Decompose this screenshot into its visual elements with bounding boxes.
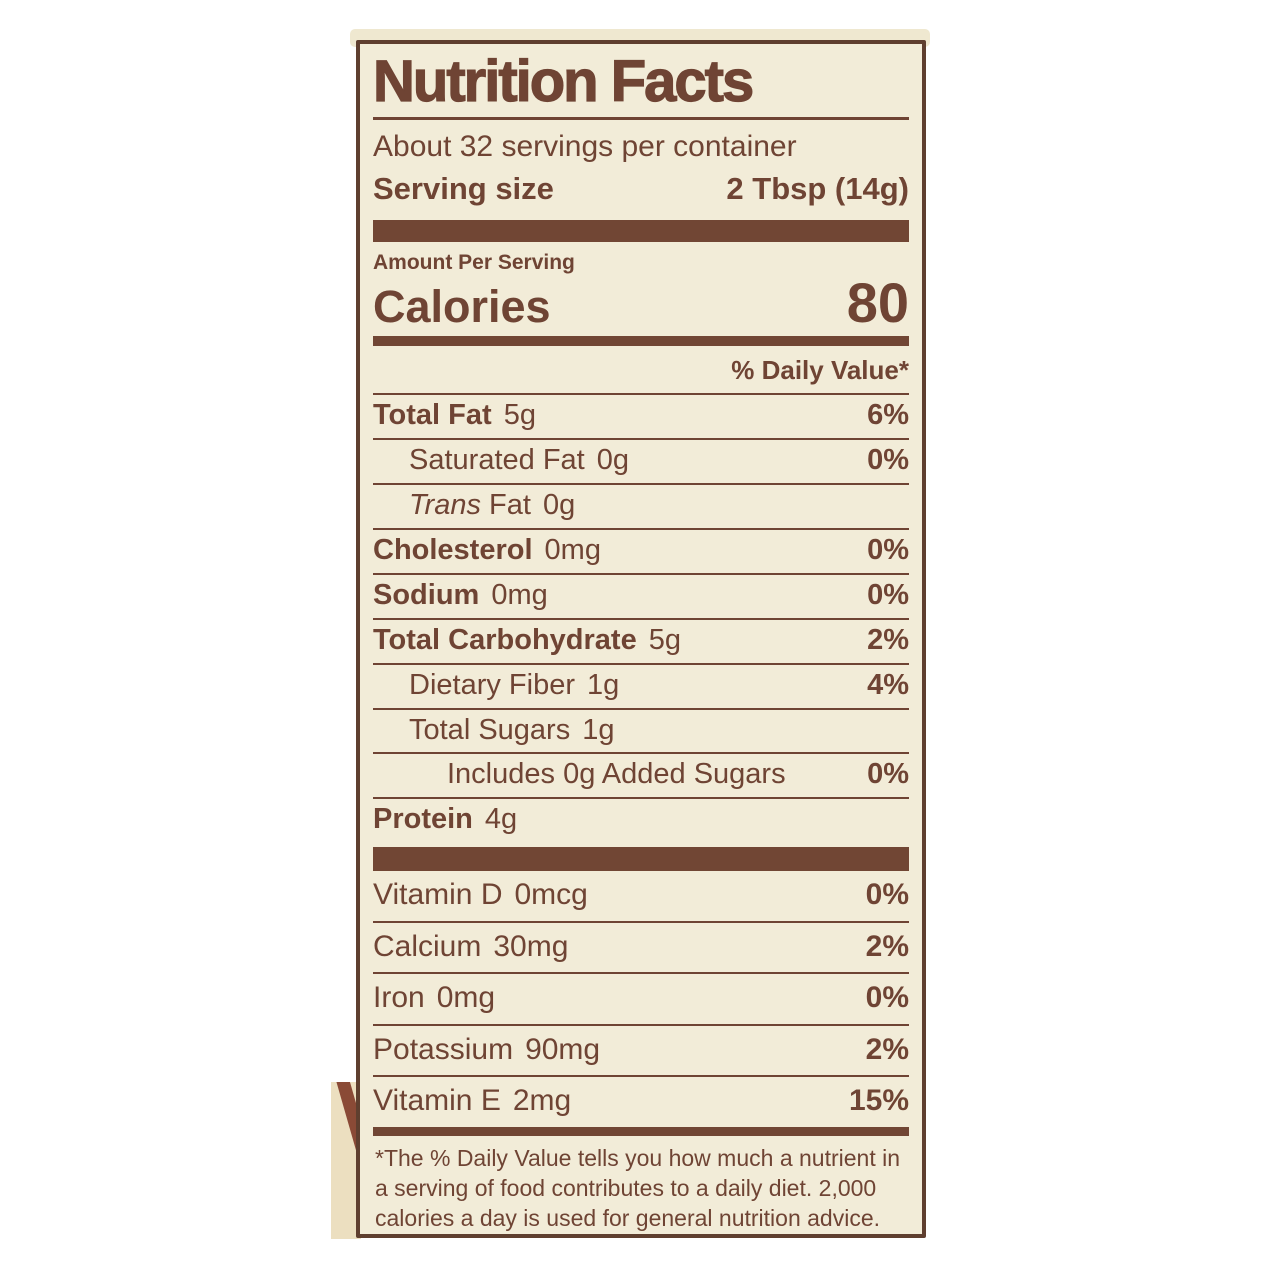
nutrient-amount: 0mg (491, 578, 548, 611)
calories-row: Calories 80 (373, 275, 909, 331)
nutrient-name-italic: Trans (409, 489, 481, 522)
nutrient-amount: 4g (484, 803, 518, 836)
nutrient-amount: 1g (582, 713, 615, 746)
nutrient-row-total-carbohydrate: Total Carbohydrate 5g 2% (373, 617, 909, 663)
nutrient-daily-value: 4% (867, 668, 909, 701)
vitamin-name: Calcium (373, 929, 482, 963)
nutrient-name: Total Fat (373, 399, 492, 432)
nutrient-daily-value: 0% (867, 758, 909, 791)
nutrition-facts-title: Nutrition Facts (372, 49, 754, 114)
nutrient-row-added-sugars: Includes 0g Added Sugars 0% (373, 752, 909, 797)
nutrient-amount: 1g (587, 668, 620, 701)
vitamin-daily-value: 0% (865, 878, 909, 912)
calories-value: 80 (846, 271, 909, 335)
nutrient-name: Saturated Fat (409, 444, 585, 477)
nutrient-name: Fat (480, 489, 531, 522)
title-divider (373, 116, 909, 120)
daily-value-footnote: *The % Daily Value tells you how much a … (375, 1144, 901, 1232)
vitamin-name: Iron (373, 981, 425, 1015)
section-bar-thick-top (373, 220, 909, 243)
nutrient-row-protein: Protein 4g (373, 797, 909, 842)
nutrient-daily-value: 0% (867, 533, 909, 566)
serving-size-label: Serving size (373, 171, 554, 207)
vitamin-name: Potassium (373, 1032, 514, 1066)
nutrient-row-sodium: Sodium 0mg 0% (373, 572, 909, 618)
nutrient-row-dietary-fiber: Dietary Fiber 1g 4% (373, 662, 909, 708)
nutrition-facts-label: Nutrition Facts About 32 servings per co… (356, 40, 926, 1238)
nutrient-row-saturated-fat: Saturated Fat 0g 0% (373, 438, 909, 483)
nutrient-daily-value: 6% (867, 399, 909, 432)
nutrient-daily-value: 2% (867, 623, 909, 656)
daily-value-header: % Daily Value* (731, 355, 909, 386)
nutrient-daily-value: 0% (867, 578, 909, 611)
section-bar-thick-vitamins (373, 847, 909, 872)
nutrient-row-total-sugars: Total Sugars 1g (373, 707, 909, 753)
vitamin-amount: 0mcg (514, 878, 588, 912)
nutrient-name: Sodium (373, 578, 480, 611)
nutrient-name: Total Carbohydrate (373, 623, 637, 656)
footnote-divider-bar (373, 1126, 909, 1136)
nutrient-amount: 0g (542, 489, 576, 522)
serving-size-row: Serving size 2 Tbsp (14g) (373, 171, 909, 207)
vitamin-daily-value: 15% (848, 1084, 909, 1118)
vitamin-row-vitamin-e: Vitamin E 2mg 15% (373, 1075, 909, 1127)
vitamin-name: Vitamin D (373, 878, 503, 912)
vitamin-daily-value: 0% (865, 981, 909, 1015)
nutrient-amount: 0mg (544, 533, 601, 566)
vitamin-amount: 2mg (512, 1084, 572, 1118)
nutrient-name: Dietary Fiber (409, 668, 575, 701)
vitamin-row-vitamin-d: Vitamin D 0mcg 0% (373, 871, 909, 921)
nutrient-name: Protein (373, 803, 473, 836)
serving-size-value: 2 Tbsp (14g) (726, 171, 909, 207)
nutrient-name: Includes 0g Added Sugars (447, 758, 786, 791)
vitamin-amount: 30mg (493, 929, 569, 963)
nutrient-amount: 0g (596, 444, 629, 477)
nutrient-row-total-fat: Total Fat 5g 6% (373, 393, 909, 438)
vitamin-name: Vitamin E (373, 1084, 501, 1118)
nutrient-name: Total Sugars (409, 713, 571, 746)
calories-divider-bar (373, 336, 909, 347)
amount-per-serving-label: Amount Per Serving (373, 251, 575, 275)
vitamin-row-potassium: Potassium 90mg 2% (373, 1023, 909, 1076)
vitamin-row-calcium: Calcium 30mg 2% (373, 920, 909, 973)
vitamin-amount: 90mg (525, 1032, 601, 1066)
nutrient-row-cholesterol: Cholesterol 0mg 0% (373, 527, 909, 573)
vitamin-row-iron: Iron 0mg 0% (373, 972, 909, 1024)
vitamin-daily-value: 2% (865, 929, 909, 963)
nutrient-daily-value: 0% (867, 444, 909, 477)
vitamin-amount: 0mg (436, 981, 496, 1015)
calories-label: Calories (373, 280, 551, 332)
nutrient-row-trans-fat: Trans Fat 0g (373, 483, 909, 528)
vitamin-daily-value: 2% (865, 1032, 909, 1066)
servings-per-container: About 32 servings per container (373, 129, 797, 163)
nutrient-amount: 5g (503, 399, 536, 432)
nutrient-name: Cholesterol (373, 533, 533, 566)
nutrient-amount: 5g (648, 623, 681, 656)
